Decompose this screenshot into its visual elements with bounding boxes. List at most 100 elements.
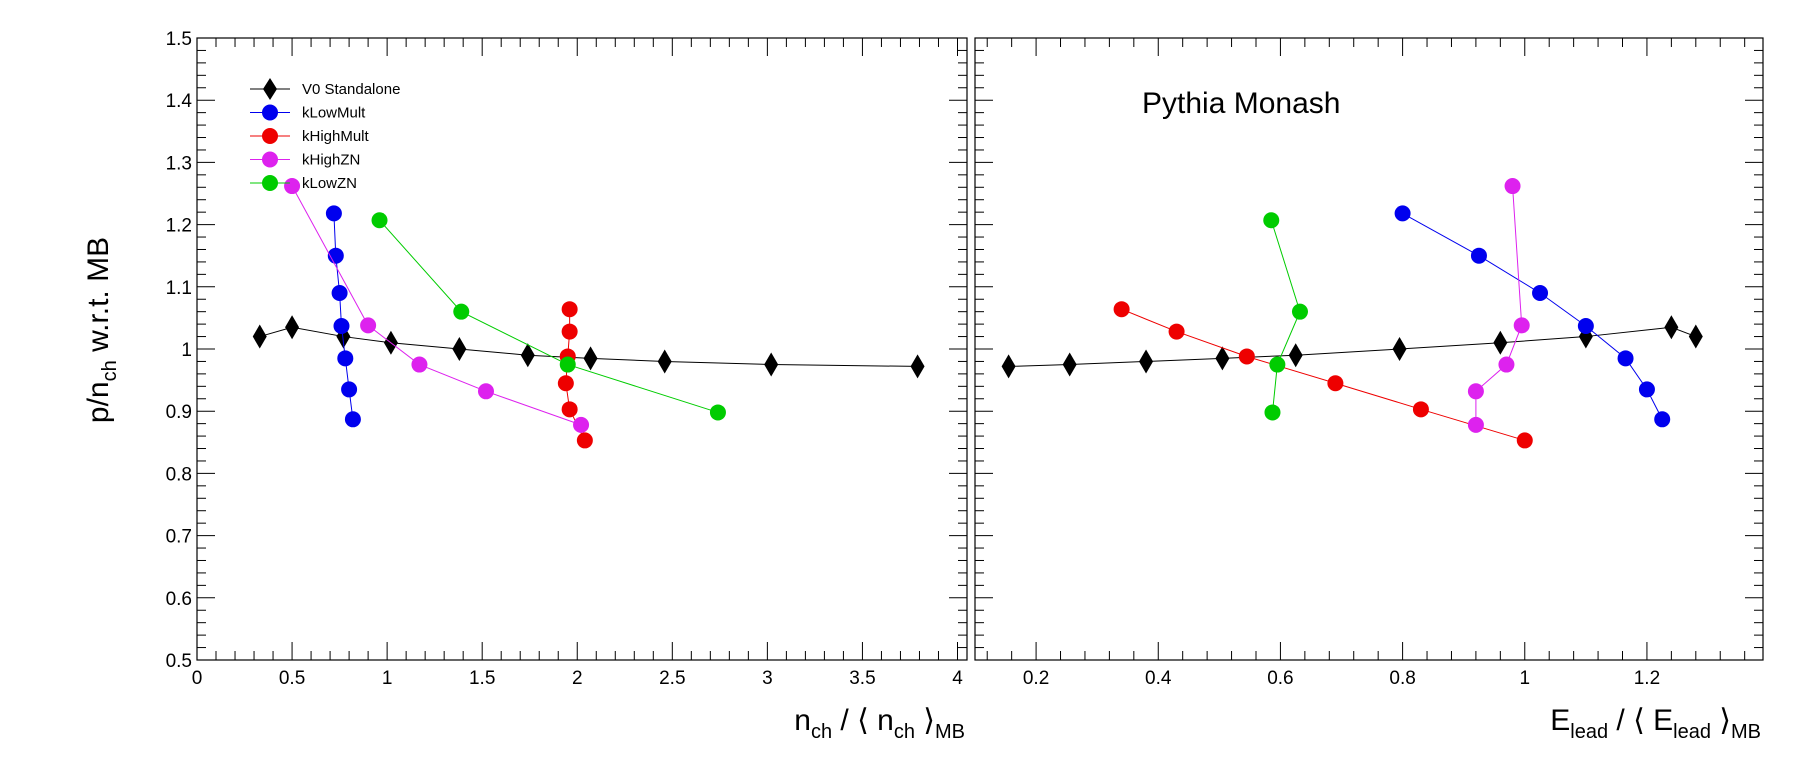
x-title-s3: MB xyxy=(1731,721,1761,743)
legend-label: kHighMult xyxy=(302,128,370,145)
data-point xyxy=(1392,337,1407,361)
x-title-p2: / ⟨ E xyxy=(1608,704,1673,737)
panel-left: 0.50.60.70.80.911.11.21.31.41.50 0.5 1 1.5 2… xyxy=(166,29,968,743)
x-title-s3: MB xyxy=(935,721,965,743)
data-point xyxy=(1412,401,1429,418)
legend-label: kLowZN xyxy=(302,175,357,192)
legend-label: kHighZN xyxy=(302,152,360,169)
plot-frame xyxy=(974,37,1764,661)
data-point xyxy=(1264,404,1281,421)
data-point xyxy=(1617,350,1634,367)
data-point xyxy=(764,352,779,377)
data-point xyxy=(1688,324,1703,349)
data-point xyxy=(1215,346,1230,371)
data-point xyxy=(1168,323,1185,340)
x-title-p2: / ⟨ n xyxy=(832,704,894,737)
series-v0-standalone xyxy=(252,315,925,379)
x-title-p1: E xyxy=(1550,704,1570,737)
data-point xyxy=(1577,317,1594,334)
series-klowmult xyxy=(1394,205,1671,428)
data-point xyxy=(1513,317,1530,334)
data-point xyxy=(325,205,342,222)
legend-label: V0 Standalone xyxy=(302,81,400,98)
data-point xyxy=(561,401,578,418)
y-tick-label: 1.5 xyxy=(166,29,192,50)
legend-entry: kHighZN xyxy=(250,151,360,169)
legend: V0 Standalone kLowMult kHighMult kHighZN kLo… xyxy=(250,78,400,192)
x-tick-label: 3.5 xyxy=(849,668,875,689)
series-khighzn xyxy=(284,178,590,433)
series-klowmult xyxy=(325,205,361,428)
data-point xyxy=(371,212,388,229)
x-tick-label: 1.5 xyxy=(469,668,495,689)
x-title-s2: lead xyxy=(1673,721,1711,743)
data-point xyxy=(331,285,348,302)
series-line xyxy=(1008,326,1696,367)
data-point xyxy=(1327,375,1344,392)
y-axis-title: p/nch w.r.t. MB xyxy=(82,237,121,423)
data-point xyxy=(573,416,590,433)
series-khighmult xyxy=(1113,301,1533,449)
x-title-p3: ⟩ xyxy=(1711,704,1731,737)
x-title-s1: lead xyxy=(1570,721,1608,743)
data-point xyxy=(709,404,726,421)
data-point xyxy=(1062,352,1077,377)
data-point xyxy=(557,375,574,392)
data-point xyxy=(1504,178,1521,195)
data-point xyxy=(1139,349,1154,374)
legend-entry: kLowMult xyxy=(250,104,366,122)
y-title-sub: ch xyxy=(99,360,121,381)
x-axis-title: Elead / ⟨ Elead ⟩MB xyxy=(1550,704,1761,743)
data-point xyxy=(453,303,470,320)
x-title-s2: ch xyxy=(894,721,915,743)
series-line xyxy=(291,185,582,426)
x-axis-title: nch / ⟨ nch ⟩MB xyxy=(794,704,965,743)
x-title-p3: ⟩ xyxy=(915,704,935,737)
x-tick-label: 0.6 xyxy=(1267,668,1293,689)
x-tick-label: 0 xyxy=(192,668,203,689)
data-point xyxy=(559,356,576,373)
data-point xyxy=(337,350,354,367)
y-tick-label: 0.7 xyxy=(166,527,192,548)
x-tick-label: 0.5 xyxy=(279,668,305,689)
data-point xyxy=(1288,343,1303,368)
data-point xyxy=(1638,381,1655,398)
series-line xyxy=(1402,212,1663,420)
y-tick-label: 1.2 xyxy=(166,216,192,237)
y-tick-label: 0.5 xyxy=(166,651,192,672)
y-tick-label: 1 xyxy=(181,340,192,361)
legend-marker xyxy=(262,104,278,121)
data-point xyxy=(333,317,350,334)
data-point xyxy=(1113,301,1130,318)
series-line xyxy=(379,219,719,413)
data-point xyxy=(1263,212,1280,229)
x-tick-label: 4 xyxy=(952,668,963,689)
x-tick-label: 2 xyxy=(572,668,583,689)
data-point xyxy=(360,317,377,334)
data-point xyxy=(452,337,467,361)
series-klowzn xyxy=(1263,212,1308,421)
x-tick-label: 1 xyxy=(1519,668,1530,689)
data-point xyxy=(576,432,593,449)
x-tick-label: 1 xyxy=(382,668,393,689)
data-point xyxy=(561,301,578,318)
data-point xyxy=(1664,315,1679,340)
legend-entry: kHighMult xyxy=(250,128,370,145)
series-v0-standalone xyxy=(1001,315,1703,379)
data-point xyxy=(1001,354,1016,379)
y-tick-label: 1.4 xyxy=(166,91,193,112)
series-line xyxy=(1121,308,1525,441)
data-point xyxy=(1269,356,1286,373)
data-point xyxy=(910,354,925,379)
y-tick-label: 0.6 xyxy=(166,589,192,610)
legend-label: kLowMult xyxy=(302,105,366,122)
panel-right: 0.2 0.4 0.6 0.8 1 1.2 Elead / ⟨ Elead ⟩MB xyxy=(974,37,1764,743)
legend-entry: kLowZN xyxy=(250,175,357,192)
data-point xyxy=(583,346,598,371)
data-point xyxy=(285,315,300,340)
data-point xyxy=(561,323,578,340)
legend-marker xyxy=(262,175,278,191)
data-point xyxy=(1238,348,1255,365)
data-point xyxy=(1654,411,1671,428)
legend-marker xyxy=(262,128,278,144)
